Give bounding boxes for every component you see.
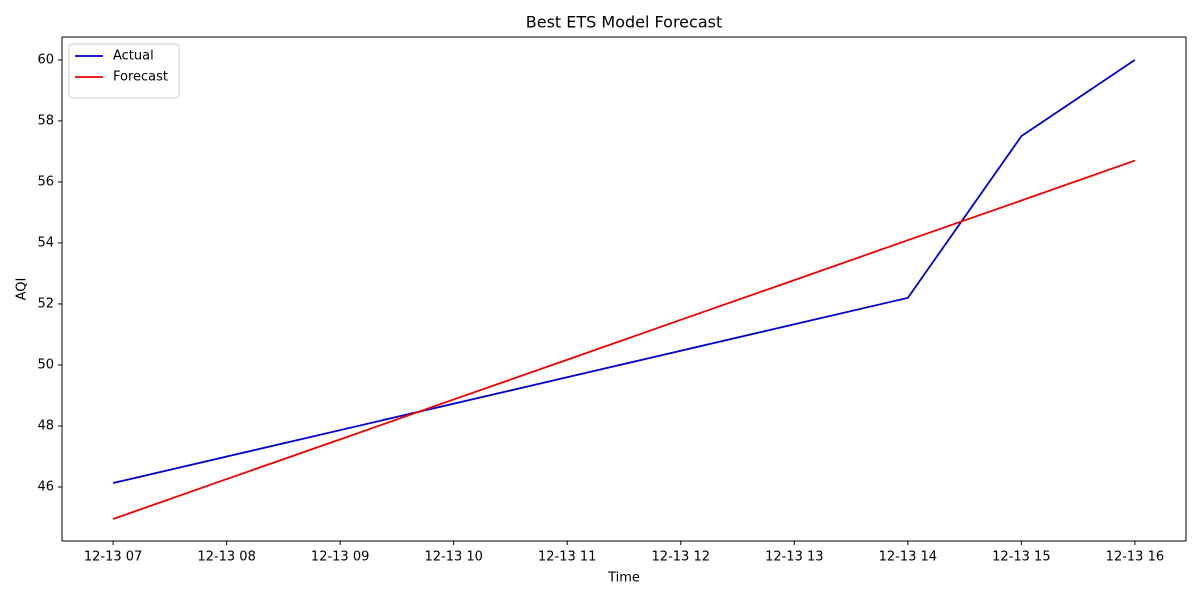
y-tick-label: 56 [37,174,54,189]
x-tick-label: 12-13 13 [765,550,823,565]
x-tick-label: 12-13 11 [538,550,596,565]
y-tick-label: 50 [37,357,54,372]
y-tick-label: 60 [37,52,54,67]
x-tick-label: 12-13 14 [879,550,937,565]
y-axis-label: AQI [15,278,30,301]
series-line [112,59,1136,484]
plot-frame [61,36,1187,542]
y-tick-label: 54 [37,235,54,250]
legend-box [68,43,180,99]
series-line [112,159,1136,520]
x-tick-label: 12-13 07 [84,550,142,565]
legend-label: Forecast [113,70,168,85]
y-tick-label: 52 [37,296,54,311]
legend-label: Actual [113,49,154,64]
y-tick-label: 46 [37,480,54,495]
x-tick-label: 12-13 15 [992,550,1050,565]
x-axis-label: Time [607,571,640,586]
y-tick-label: 58 [37,113,54,128]
y-tick-label: 48 [37,418,54,433]
x-tick-label: 12-13 10 [424,550,482,565]
x-tick-label: 12-13 12 [652,550,710,565]
x-tick-label: 12-13 16 [1106,550,1164,565]
chart-title: Best ETS Model Forecast [526,13,722,32]
x-tick-label: 12-13 09 [311,550,369,565]
x-tick-label: 12-13 08 [197,550,255,565]
